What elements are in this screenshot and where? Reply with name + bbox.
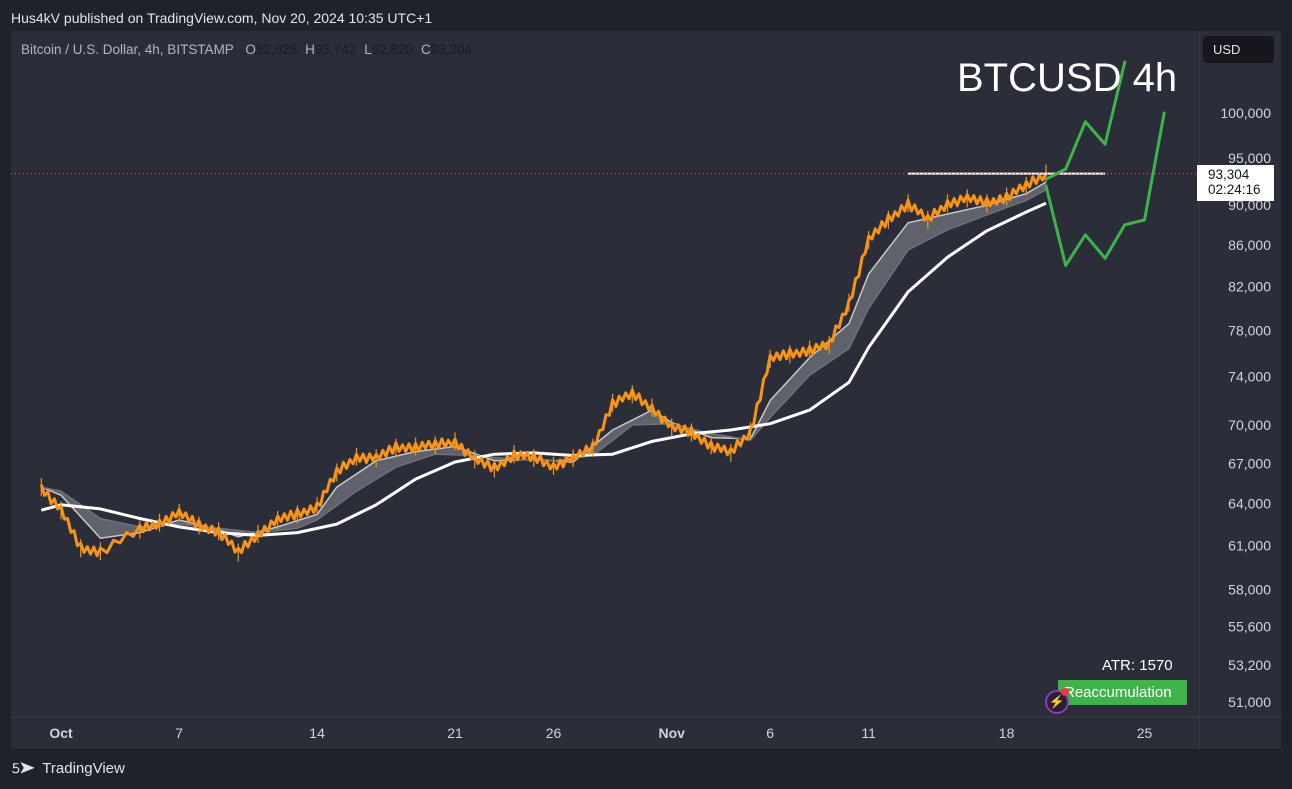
ohlc-value: 93,742: [314, 42, 357, 57]
y-tick-label: 86,000: [1228, 237, 1271, 253]
price-series: [39, 172, 1048, 558]
projection-retest[interactable]: [1044, 111, 1166, 267]
ohlc-label: L: [364, 42, 372, 57]
y-tick-label: 53,200: [1228, 657, 1271, 673]
y-tick-label: 82,000: [1228, 279, 1271, 295]
ema-band: [41, 182, 1047, 539]
projection-bullish[interactable]: [1044, 60, 1127, 181]
brand-name: TradingView: [42, 760, 125, 777]
y-tick-label: 74,000: [1228, 368, 1271, 384]
ohlc-value: 92,928: [255, 42, 298, 57]
atr-readout: ATR: 1570: [1102, 657, 1173, 674]
ohlc-values: O92,928 H93,742 L92,820 C93,304: [237, 42, 472, 57]
ohlc-label: H: [305, 42, 315, 57]
chart-annotation-title: BTCUSD 4h: [957, 56, 1178, 100]
y-tick-label: 58,000: [1228, 581, 1271, 597]
top-bar: Hus4kV published on TradingView.com, Nov…: [0, 0, 1292, 34]
chart-plot-area: [11, 60, 1199, 562]
ohlc-value: 93,304: [430, 42, 473, 57]
fast-ema-line: [41, 181, 1047, 539]
last-price-label: 93,304 02:24:16: [1197, 165, 1274, 201]
price-axis[interactable]: 100,000 95,000 90,000 86,000 82,000 78,000 74,…: [1198, 31, 1271, 749]
x-tick-label: 6: [766, 725, 774, 741]
ohlc-label: C: [421, 42, 431, 57]
tradingview-logo-icon: 𝟻➤: [11, 760, 35, 777]
symbol-legend[interactable]: Bitcoin / U.S. Dollar, 4h, BITSTAMP O92,…: [21, 42, 472, 57]
y-tick-label: 67,000: [1228, 455, 1271, 471]
y-tick-label: 55,600: [1228, 618, 1271, 634]
plot-layer: [39, 60, 1166, 562]
chart-frame: [11, 31, 1281, 749]
y-tick-label: 100,000: [1220, 105, 1271, 121]
y-tick-label: 70,000: [1228, 417, 1271, 433]
x-tick-label: 26: [546, 725, 562, 741]
y-tick-label: 51,000: [1228, 694, 1271, 710]
time-axis[interactable]: Oct 7 14 21 26 Nov 6 11 18 25: [11, 716, 1281, 741]
y-tick-label: 90,000: [1228, 197, 1271, 213]
x-tick-label: 11: [861, 725, 876, 741]
x-tick-label: 7: [175, 725, 183, 741]
x-tick-label: 18: [999, 725, 1015, 741]
x-tick-label: Nov: [658, 725, 685, 741]
x-tick-label: 25: [1137, 725, 1153, 741]
bar-countdown: 02:24:16: [1208, 182, 1261, 197]
y-tick-label: 78,000: [1228, 322, 1271, 338]
notification-dot-icon: [1061, 688, 1069, 696]
ohlc-value: 92,820: [371, 42, 414, 57]
last-price-value: 93,304: [1208, 167, 1250, 182]
x-tick-label: Oct: [49, 725, 73, 741]
y-tick-label: 95,000: [1228, 150, 1271, 166]
symbol-description: Bitcoin / U.S. Dollar, 4h, BITSTAMP: [21, 42, 234, 57]
y-tick-label: 61,000: [1228, 537, 1271, 553]
published-info: Hus4kV published on TradingView.com, Nov…: [11, 10, 433, 26]
footer-brand: 𝟻➤ TradingView: [11, 760, 125, 777]
ohlc-label: O: [245, 42, 256, 57]
price-chart[interactable]: 100,000 95,000 90,000 86,000 82,000 78,000 74,…: [11, 31, 1281, 749]
x-tick-label: 21: [447, 725, 463, 741]
x-tick-label: 14: [309, 725, 325, 741]
currency-button[interactable]: USD: [1203, 36, 1274, 63]
phase-label: Reaccumulation: [1058, 680, 1187, 705]
y-tick-label: 64,000: [1228, 495, 1271, 511]
